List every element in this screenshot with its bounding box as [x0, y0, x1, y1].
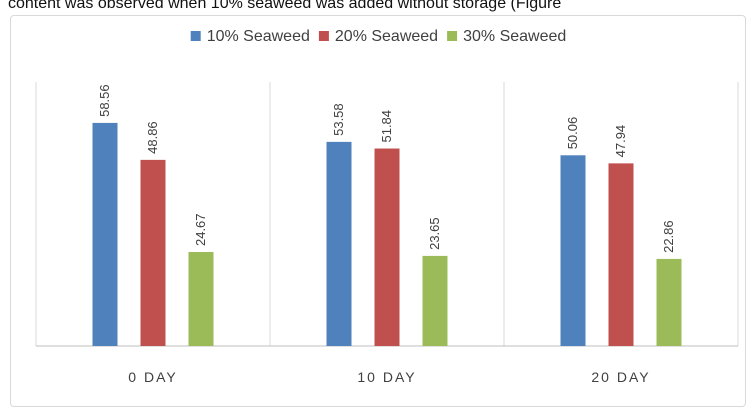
data-label: 24.67 [193, 213, 208, 246]
data-label: 47.94 [613, 125, 628, 158]
bar [326, 141, 352, 346]
legend-label: 30% Seaweed [463, 28, 566, 45]
data-label: 53.58 [331, 103, 346, 136]
bar [422, 255, 448, 346]
bar [656, 258, 682, 346]
legend-swatch [190, 31, 201, 41]
plot-area: 58.56 48.86 24.67 0 DAY 53.58 51.84 23.65 10 DA… [35, 82, 739, 385]
bar [92, 122, 118, 347]
data-label: 58.56 [97, 84, 112, 117]
legend-swatch [447, 31, 458, 41]
legend-label: 10% Seaweed [207, 28, 310, 45]
data-label: 51.84 [379, 110, 394, 143]
data-label: 22.86 [661, 220, 676, 253]
legend: 10% Seaweed 20% Seaweed 30% Seaweed [190, 28, 566, 45]
category-tick-label: 0 DAY [128, 369, 177, 385]
data-label: 48.86 [145, 121, 160, 154]
bar [374, 148, 400, 346]
caption-fragment: content was observed when 10% seaweed wa… [8, 0, 562, 12]
bar [560, 155, 586, 346]
category-tick-label: 10 DAY [357, 369, 416, 385]
bar [608, 163, 634, 346]
legend-label: 20% Seaweed [335, 28, 438, 45]
bar [188, 252, 214, 346]
data-label: 50.06 [565, 117, 580, 150]
data-label: 23.65 [427, 217, 442, 250]
legend-swatch [318, 31, 329, 41]
category-tick-label: 20 DAY [591, 369, 650, 385]
bar [140, 159, 166, 346]
